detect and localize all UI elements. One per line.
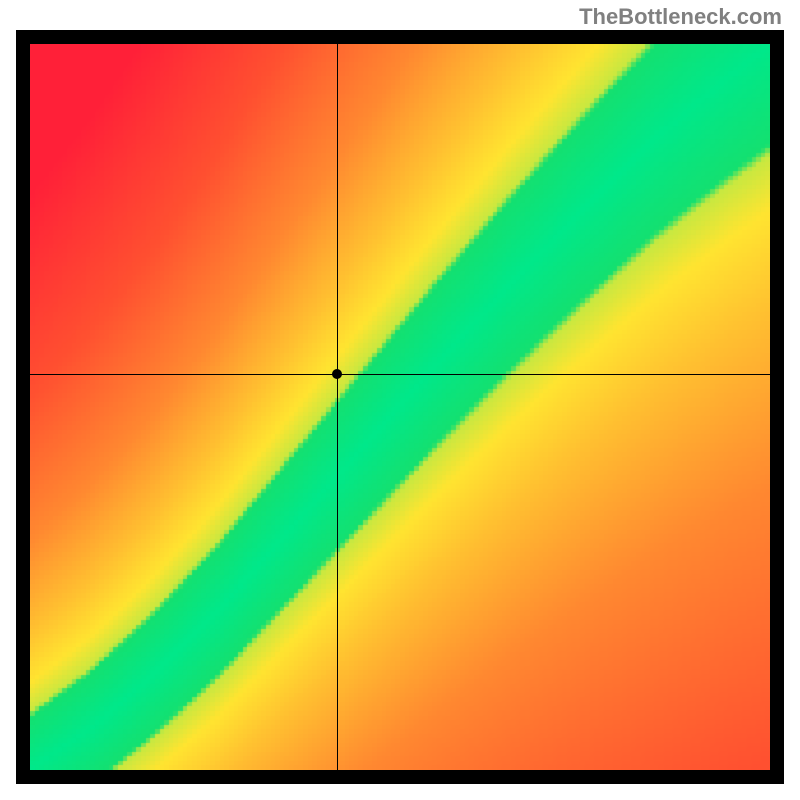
crosshair-vertical	[337, 44, 338, 770]
data-point-marker	[332, 369, 342, 379]
crosshair-horizontal	[30, 374, 770, 375]
watermark-text: TheBottleneck.com	[579, 4, 782, 30]
heatmap-canvas	[30, 44, 770, 770]
chart-container: TheBottleneck.com	[0, 0, 800, 800]
